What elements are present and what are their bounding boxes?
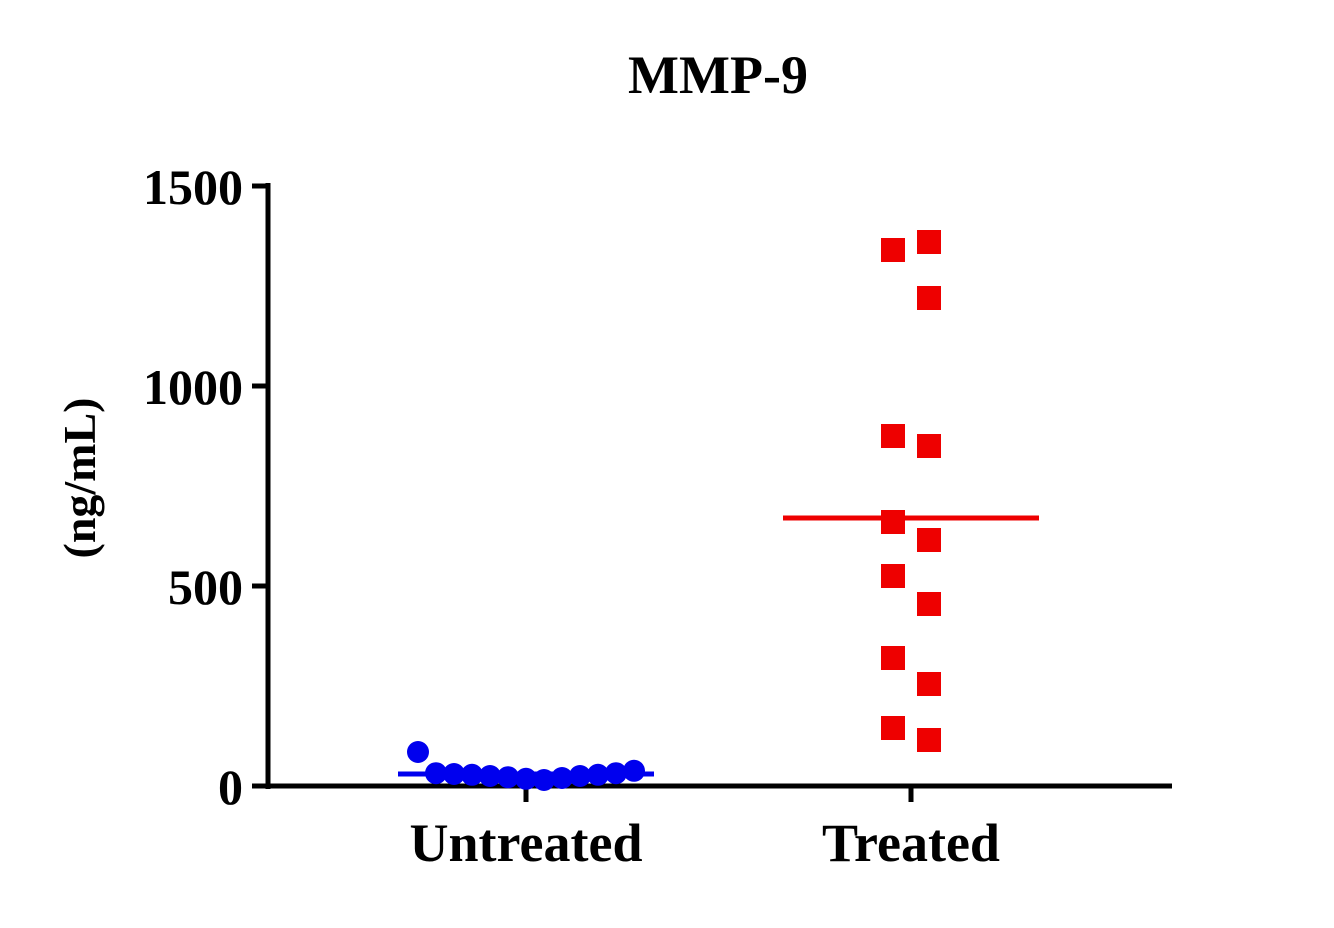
- y-ticks: 0 500 1000 1500: [143, 159, 268, 815]
- point-treated-3: [881, 424, 905, 448]
- point-treated-12: [917, 728, 941, 752]
- point-treated-6: [917, 528, 941, 552]
- y-tick-label-1: 500: [168, 559, 243, 615]
- point-treated-8: [917, 592, 941, 616]
- point-treated-9: [881, 646, 905, 670]
- point-treated-11: [881, 716, 905, 740]
- y-axis-label: (ng/mL): [54, 398, 105, 559]
- y-tick-label-2: 1000: [143, 359, 243, 415]
- point-treated-0: [917, 230, 941, 254]
- point-treated-7: [881, 564, 905, 588]
- point-untreated-0: [407, 741, 429, 763]
- x-tick-label-1: Treated: [822, 813, 1000, 873]
- point-treated-2: [917, 286, 941, 310]
- point-treated-1: [881, 238, 905, 262]
- point-untreated-12: [623, 759, 645, 782]
- y-tick-label-3: 1500: [143, 159, 243, 215]
- x-tick-label-0: Untreated: [410, 813, 643, 873]
- x-ticks: Untreated Treated: [410, 786, 1000, 873]
- point-treated-10: [917, 672, 941, 696]
- data-marks: [398, 230, 1039, 791]
- point-treated-4: [917, 434, 941, 458]
- chart-title: MMP-9: [628, 45, 808, 105]
- y-tick-label-0: 0: [218, 759, 243, 815]
- point-treated-5: [881, 510, 905, 534]
